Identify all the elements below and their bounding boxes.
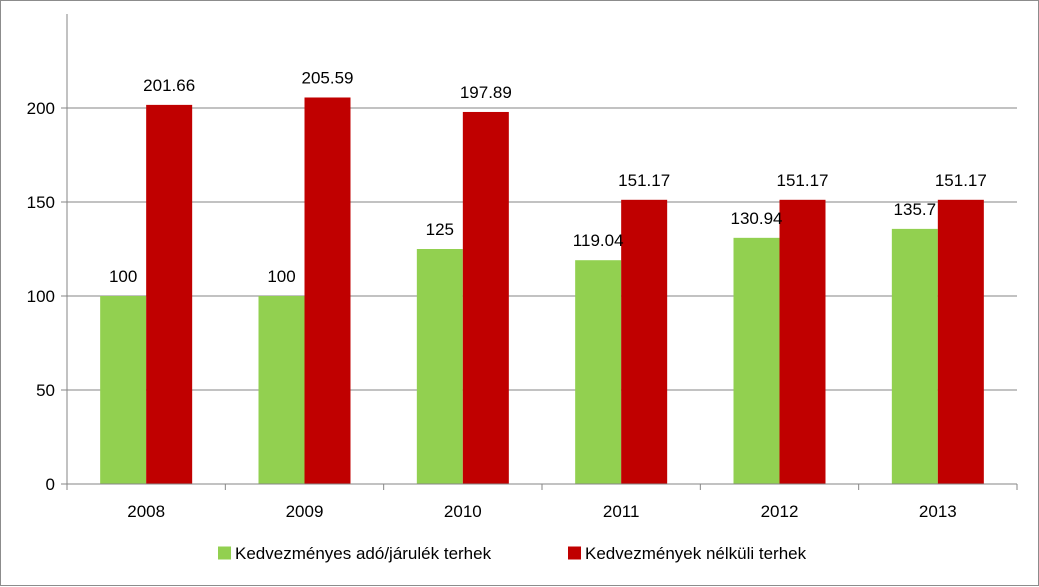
y-tick-label: 150: [27, 193, 55, 212]
x-tick-label: 2011: [603, 502, 640, 521]
legend: Kedvezményes adó/járulék terhek Kedvezmén…: [218, 544, 807, 563]
data-labels: 100 100 125 119.04 130.94 135.7 201.66 205.59 19…: [109, 68, 987, 286]
data-label: 205.59: [302, 68, 354, 87]
y-tick-label: 100: [27, 287, 55, 306]
bar-series-1: [733, 237, 780, 484]
x-tick-label: 2010: [444, 502, 482, 521]
bar-series-2: [937, 199, 984, 484]
x-tick-label: 2008: [127, 502, 165, 521]
data-label: 151.17: [777, 171, 829, 190]
data-label: 151.17: [618, 171, 670, 190]
data-label: 201.66: [143, 76, 195, 95]
data-label: 197.89: [460, 83, 512, 102]
x-tick-label: 2013: [919, 502, 957, 521]
bar-series-1: [575, 260, 622, 484]
y-tick-label: 200: [27, 99, 55, 118]
legend-label: Kedvezmények nélküli terhek: [585, 544, 807, 563]
data-label: 100: [267, 267, 295, 286]
data-label: 119.04: [573, 231, 624, 250]
bar-series-2: [304, 97, 351, 485]
data-label: 100: [109, 267, 137, 286]
bar-series-2: [621, 199, 668, 484]
bar-series-2: [462, 111, 509, 484]
legend-label: Kedvezményes adó/járulék terhek: [235, 544, 492, 563]
data-label: 135.7: [894, 200, 937, 219]
bar-series-1: [416, 249, 463, 484]
y-tick-label: 0: [46, 475, 55, 494]
x-tick-label: 2009: [286, 502, 324, 521]
bar-series-1: [258, 296, 305, 484]
data-label: 125: [426, 220, 454, 239]
legend-swatch: [568, 546, 581, 560]
data-label: 151.17: [935, 171, 987, 190]
y-tick-label: 50: [36, 381, 55, 400]
data-label: 130.94: [731, 209, 783, 228]
bars: [100, 97, 984, 485]
axes: 0 50 100 150 200 2008 2009 2010 2011 2012 2013: [27, 14, 1018, 521]
x-tick-label: 2012: [761, 502, 799, 521]
bar-series-2: [146, 104, 193, 484]
bar-series-1: [891, 228, 938, 484]
legend-swatch: [218, 546, 231, 560]
gridlines: [67, 107, 1017, 391]
bar-series-1: [100, 296, 147, 484]
bar-series-2: [779, 199, 826, 484]
